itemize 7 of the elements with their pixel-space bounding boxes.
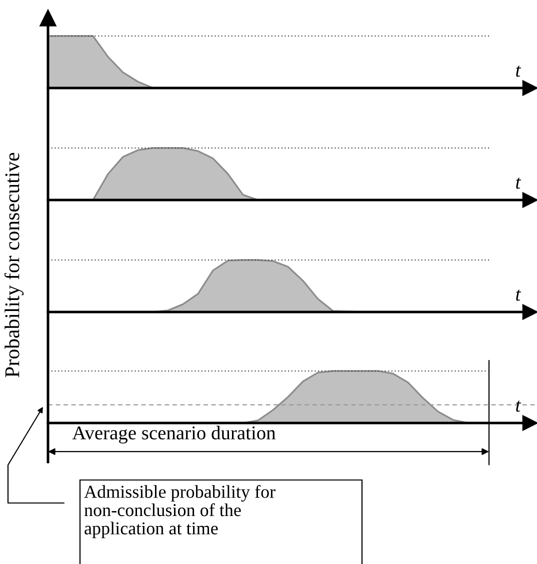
text: Average scenario duration: [72, 426, 276, 444]
x-axis-title: t: [516, 400, 522, 412]
x-axis-title: t: [516, 178, 522, 189]
x-axis-title: t: [516, 290, 522, 301]
y-axis-title: Probability for consecutive: [4, 152, 24, 378]
text: Admissible probability for non-conclusion of the application at time: [84, 485, 276, 538]
x-axis-title: t: [516, 66, 522, 77]
